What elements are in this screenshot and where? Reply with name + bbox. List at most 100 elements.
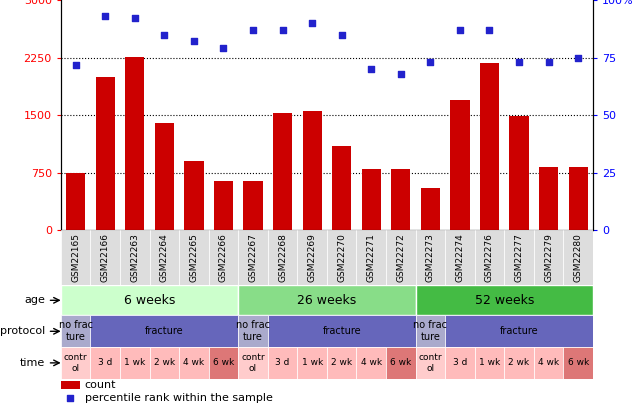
Text: GSM22271: GSM22271 — [367, 233, 376, 282]
Point — [514, 59, 524, 66]
Text: 6 weeks: 6 weeks — [124, 294, 175, 307]
Text: GSM22263: GSM22263 — [130, 233, 139, 282]
Bar — [362, 169, 381, 230]
Text: GSM22276: GSM22276 — [485, 233, 494, 282]
Bar — [209, 347, 238, 379]
Text: 6 wk: 6 wk — [390, 358, 412, 367]
Text: 6 wk: 6 wk — [567, 358, 589, 367]
Text: GSM22265: GSM22265 — [189, 233, 199, 282]
Text: contr
ol: contr ol — [241, 353, 265, 373]
Text: GSM22166: GSM22166 — [101, 233, 110, 282]
Bar — [510, 116, 529, 230]
Bar — [569, 167, 588, 230]
Text: GSM22268: GSM22268 — [278, 233, 287, 282]
Bar — [451, 100, 469, 230]
Bar — [391, 169, 410, 230]
Bar — [386, 347, 415, 379]
Text: GSM22280: GSM22280 — [574, 233, 583, 282]
Bar — [356, 230, 386, 285]
Bar — [179, 347, 209, 379]
Text: 2 wk: 2 wk — [508, 358, 529, 367]
Bar — [445, 347, 475, 379]
Point — [455, 27, 465, 33]
Text: 4 wk: 4 wk — [183, 358, 204, 367]
Text: GSM22269: GSM22269 — [308, 233, 317, 282]
Text: 2 wk: 2 wk — [331, 358, 353, 367]
Bar — [90, 347, 120, 379]
Bar — [61, 347, 90, 379]
Bar — [66, 173, 85, 230]
Text: contr
ol: contr ol — [64, 353, 87, 373]
Text: GSM22274: GSM22274 — [455, 233, 465, 282]
Bar — [149, 347, 179, 379]
Text: 1 wk: 1 wk — [301, 358, 323, 367]
Bar — [61, 381, 79, 389]
Text: fracture: fracture — [322, 326, 361, 336]
Bar — [415, 347, 445, 379]
Text: 3 d: 3 d — [98, 358, 112, 367]
Point — [573, 54, 583, 61]
Text: GSM22266: GSM22266 — [219, 233, 228, 282]
Text: 4 wk: 4 wk — [538, 358, 559, 367]
Bar — [415, 315, 445, 347]
Text: GSM22272: GSM22272 — [396, 233, 405, 282]
Text: 26 weeks: 26 weeks — [297, 294, 356, 307]
Bar — [244, 181, 263, 230]
Point — [337, 31, 347, 38]
Point — [100, 13, 110, 19]
Bar — [61, 285, 238, 315]
Bar — [61, 230, 90, 285]
Bar — [445, 230, 475, 285]
Point — [544, 59, 554, 66]
Point — [248, 27, 258, 33]
Bar — [90, 315, 238, 347]
Text: GSM22165: GSM22165 — [71, 233, 80, 282]
Text: GSM22277: GSM22277 — [515, 233, 524, 282]
Bar — [420, 188, 440, 230]
Bar — [480, 63, 499, 230]
Bar — [238, 285, 415, 315]
Text: GSM22270: GSM22270 — [337, 233, 346, 282]
Bar — [185, 161, 203, 230]
Text: GSM22279: GSM22279 — [544, 233, 553, 282]
Text: 4 wk: 4 wk — [361, 358, 382, 367]
Point — [71, 61, 81, 68]
Bar — [504, 230, 534, 285]
Text: percentile rank within the sample: percentile rank within the sample — [85, 393, 272, 403]
Bar — [386, 230, 415, 285]
Text: count: count — [85, 380, 116, 390]
Text: GSM22273: GSM22273 — [426, 233, 435, 282]
Text: 6 wk: 6 wk — [213, 358, 234, 367]
Bar — [125, 57, 144, 230]
Bar — [539, 167, 558, 230]
Text: 3 d: 3 d — [276, 358, 290, 367]
Bar — [120, 347, 149, 379]
Text: no frac
ture: no frac ture — [413, 320, 447, 342]
Text: fracture: fracture — [145, 326, 184, 336]
Bar — [356, 347, 386, 379]
Text: time: time — [20, 358, 45, 368]
Bar — [273, 113, 292, 230]
Point — [485, 27, 495, 33]
Bar — [238, 315, 268, 347]
Bar — [563, 347, 593, 379]
Bar — [327, 347, 356, 379]
Bar — [534, 347, 563, 379]
Text: 1 wk: 1 wk — [124, 358, 146, 367]
Bar — [475, 347, 504, 379]
Bar — [268, 315, 415, 347]
Bar — [268, 230, 297, 285]
Point — [395, 70, 406, 77]
Point — [307, 20, 317, 26]
Text: contr
ol: contr ol — [419, 353, 442, 373]
Bar — [303, 111, 322, 230]
Text: 1 wk: 1 wk — [479, 358, 500, 367]
Bar — [332, 146, 351, 230]
Bar — [154, 123, 174, 230]
Bar — [90, 230, 120, 285]
Bar — [179, 230, 209, 285]
Text: no frac
ture: no frac ture — [236, 320, 270, 342]
Bar — [268, 347, 297, 379]
Text: 3 d: 3 d — [453, 358, 467, 367]
Point — [129, 15, 140, 22]
